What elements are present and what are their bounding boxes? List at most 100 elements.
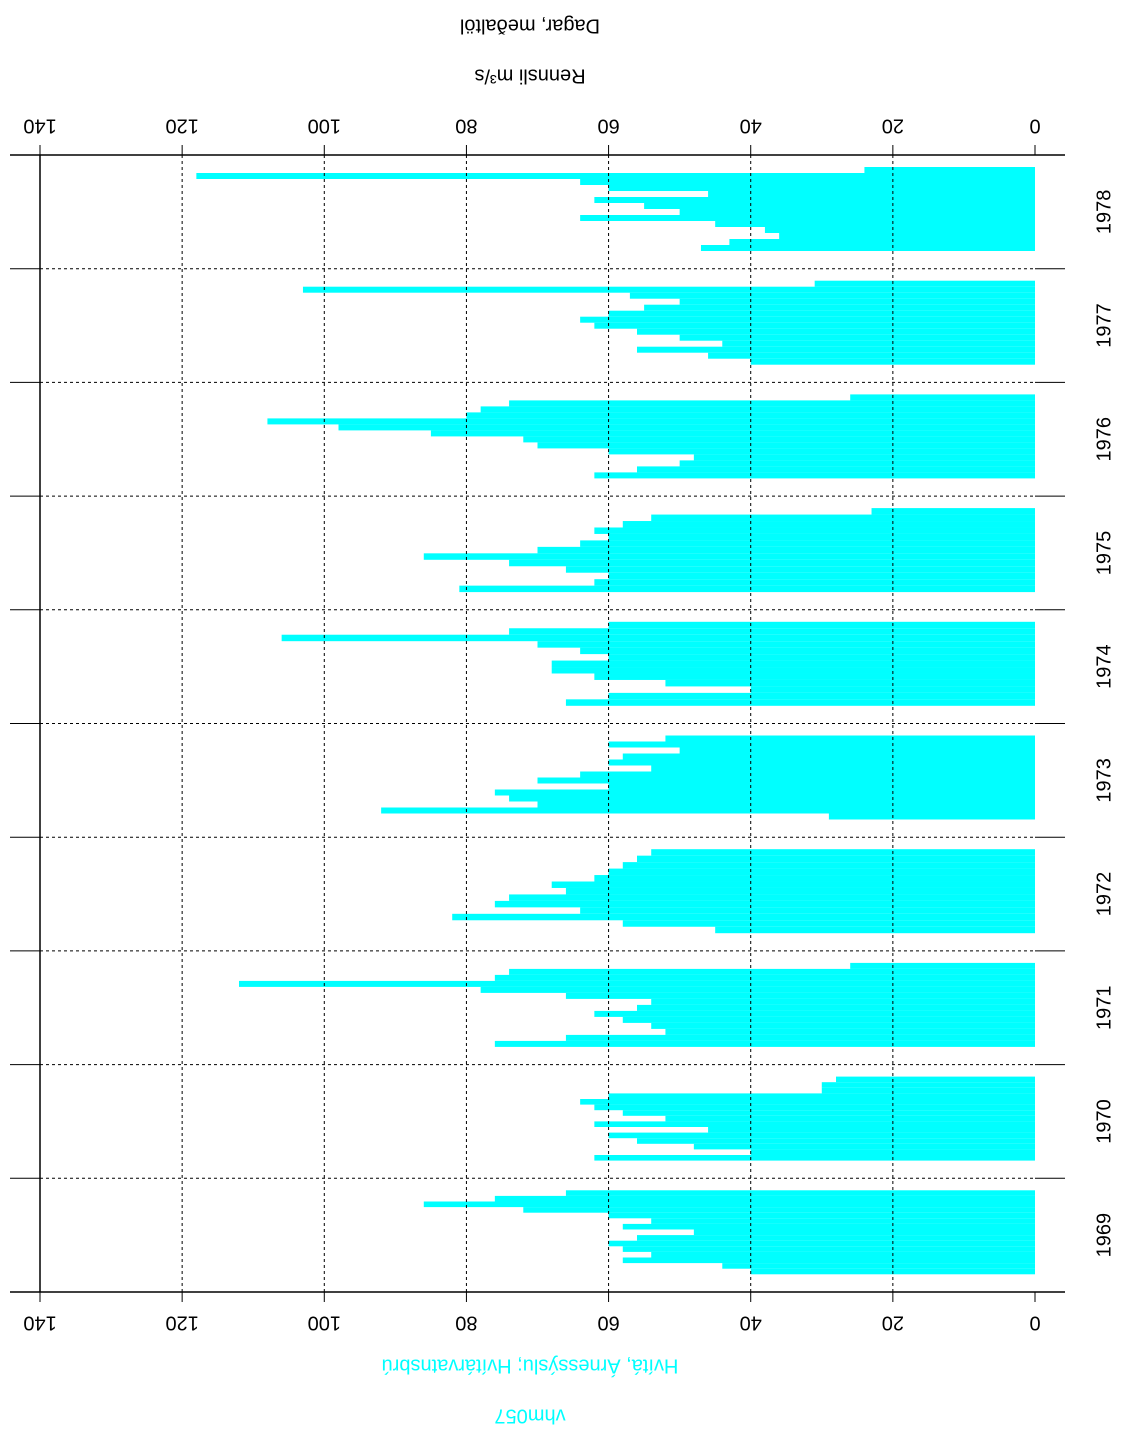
x-tick-label: 20 [882,115,904,137]
bar [622,1223,1035,1230]
bar [637,328,1035,335]
bar [423,553,1035,560]
bar [651,514,1035,522]
bar [637,1235,1035,1241]
bar [594,1010,1035,1017]
bar [622,920,1035,927]
bar [679,747,1035,754]
bar [665,1115,1035,1122]
bar [821,1087,1035,1094]
bar [537,801,1035,808]
bar [594,673,1035,680]
bar [580,907,1035,914]
bar [565,992,1035,999]
bar [608,185,1035,191]
bar [764,227,1035,233]
bar [452,913,1035,921]
x-tick-label: 80 [455,115,477,137]
bar [480,406,1036,413]
bar [580,316,1035,323]
bar [622,1110,1035,1116]
bar [381,807,1036,814]
bar [594,1155,1035,1161]
bar [594,472,1035,479]
bar [679,209,1035,215]
bar [608,1093,1035,1099]
bar [594,1104,1035,1111]
bar [679,334,1035,341]
bar [608,654,1035,661]
bar [708,1127,1035,1133]
bar [494,1195,1035,1202]
axis-label: Rennsli m³/s [474,65,585,87]
bar [551,881,1035,888]
bar [523,1207,1035,1213]
bar [430,430,1036,437]
bar [594,322,1035,329]
year-label: 1976 [1093,417,1115,462]
bar [850,962,1035,969]
bar [509,894,1036,901]
x-tick-label: 20 [882,1312,904,1334]
bar [651,1218,1035,1224]
x-tick-label: 60 [597,115,619,137]
bar [537,442,1035,449]
bar [580,540,1035,547]
year-label: 1974 [1093,644,1115,689]
bar [523,436,1035,443]
bar [665,679,1035,687]
bar [608,868,1035,876]
bar [594,1121,1035,1127]
bar [828,813,1035,820]
x-tick-label: 0 [1029,115,1040,137]
year-label: 1977 [1093,303,1115,348]
bar [637,1138,1035,1144]
bar [196,173,1035,179]
x-tick-label: 60 [597,1312,619,1334]
bar [480,986,1036,993]
bar [693,454,1035,461]
bar [722,340,1035,347]
bar [551,667,1035,674]
bar [622,1246,1035,1252]
x-tick-label: 80 [455,1312,477,1334]
bar [622,1257,1035,1264]
bar [821,1082,1035,1088]
bar [651,765,1035,772]
bar [565,566,1035,573]
chart-title: Dagar, meðaltöl [460,15,600,37]
bar [608,1212,1035,1219]
x-tick-label: 40 [740,115,762,137]
bar [779,233,1035,239]
bar [565,699,1035,706]
bar [494,789,1035,796]
bar [722,1263,1035,1269]
bar [864,167,1035,173]
bar [637,466,1035,473]
bar [814,280,1035,287]
bar [580,1099,1035,1105]
bar [651,998,1035,1005]
bar [509,400,1036,407]
station-id: vhm057 [494,1405,565,1427]
bar [594,197,1035,203]
bar [622,521,1035,528]
bar [551,660,1035,668]
bar [700,245,1035,251]
x-tick-label: 120 [165,1312,198,1334]
bar [537,641,1035,648]
bar [594,527,1035,534]
x-tick-label: 100 [308,115,341,137]
bar [459,585,1036,593]
bar [608,741,1035,748]
year-label: 1975 [1093,531,1115,576]
bar [423,1201,1035,1208]
bar [836,1076,1035,1083]
bar [679,460,1035,467]
bar [608,1132,1035,1139]
bar [281,634,1036,642]
x-tick-label: 0 [1029,1312,1040,1334]
year-label: 1969 [1093,1213,1115,1258]
bar [565,1034,1035,1041]
